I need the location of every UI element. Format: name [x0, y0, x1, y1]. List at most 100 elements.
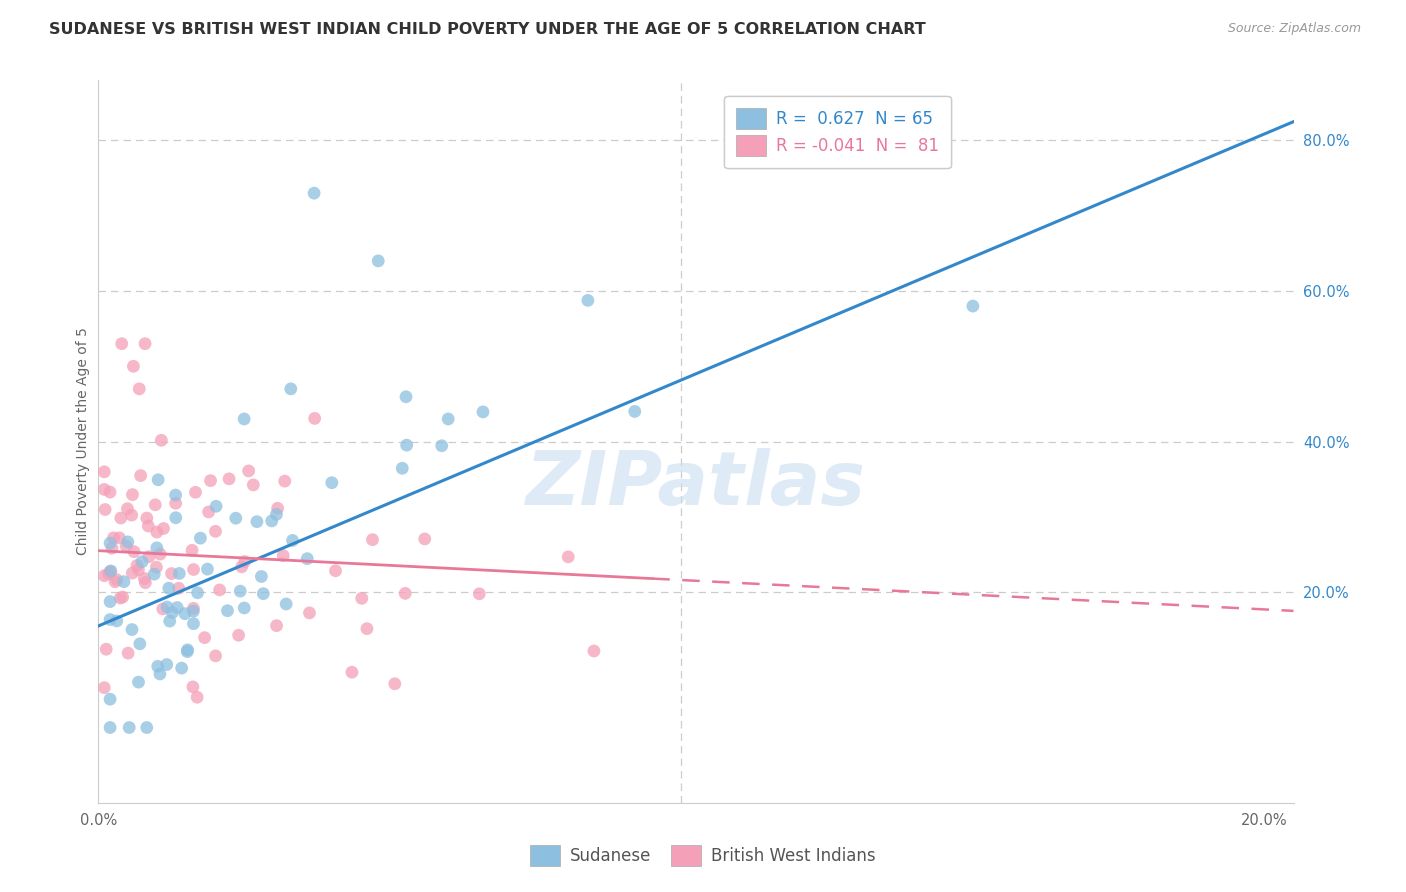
Point	[96, 642, 118, 657]
Point	[231, 559, 253, 574]
Point	[200, 474, 222, 488]
Point	[183, 616, 205, 631]
Point	[266, 508, 288, 522]
Point	[204, 648, 226, 663]
Point	[110, 591, 132, 605]
Point	[250, 569, 273, 583]
Point	[93, 483, 115, 497]
Point	[117, 646, 139, 660]
Point	[108, 531, 131, 545]
Point	[271, 549, 294, 563]
Point	[93, 568, 115, 582]
Point	[128, 675, 150, 690]
Point	[176, 644, 198, 658]
Point	[266, 501, 288, 516]
Point	[159, 614, 181, 628]
Point	[143, 498, 166, 512]
Point	[128, 637, 150, 651]
Point	[962, 299, 984, 313]
Point	[304, 411, 326, 425]
Point	[340, 665, 363, 680]
Point	[100, 564, 122, 578]
Point	[183, 601, 205, 615]
Point	[218, 472, 240, 486]
Point	[110, 511, 132, 525]
Point	[118, 721, 141, 735]
Point	[122, 359, 145, 374]
Point	[394, 586, 416, 600]
Point	[186, 690, 208, 705]
Point	[127, 563, 149, 577]
Point	[183, 604, 205, 618]
Point	[468, 587, 491, 601]
Point	[225, 511, 247, 525]
Point	[437, 412, 460, 426]
Point	[98, 594, 121, 608]
Point	[165, 510, 187, 524]
Point	[160, 566, 183, 581]
Point	[246, 515, 269, 529]
Point	[111, 590, 134, 604]
Point	[111, 336, 134, 351]
Point	[472, 405, 495, 419]
Point	[103, 531, 125, 545]
Point	[135, 721, 157, 735]
Point	[128, 382, 150, 396]
Point	[146, 525, 169, 540]
Point	[157, 581, 180, 595]
Point	[166, 600, 188, 615]
Point	[184, 485, 207, 500]
Point	[208, 582, 231, 597]
Point	[117, 501, 139, 516]
Point	[146, 659, 169, 673]
Point	[252, 587, 274, 601]
Text: Source: ZipAtlas.com: Source: ZipAtlas.com	[1227, 22, 1361, 36]
Point	[176, 643, 198, 657]
Point	[276, 597, 298, 611]
Point	[115, 539, 138, 553]
Point	[97, 566, 120, 581]
Point	[117, 534, 139, 549]
Point	[228, 628, 250, 642]
Point	[266, 618, 288, 632]
Point	[274, 474, 297, 488]
Point	[98, 721, 121, 735]
Point	[350, 591, 373, 606]
Point	[138, 549, 160, 564]
Point	[174, 607, 197, 621]
Point	[297, 551, 319, 566]
Point	[190, 531, 212, 545]
Point	[395, 438, 418, 452]
Point	[280, 382, 302, 396]
Point	[229, 584, 252, 599]
Point	[233, 555, 256, 569]
Point	[121, 487, 143, 501]
Point	[98, 565, 121, 579]
Point	[281, 533, 304, 548]
Point	[125, 558, 148, 573]
Legend: Sudanese, British West Indians: Sudanese, British West Indians	[522, 837, 884, 875]
Point	[134, 572, 156, 586]
Point	[101, 541, 124, 556]
Point	[325, 564, 347, 578]
Point	[98, 613, 121, 627]
Point	[93, 465, 115, 479]
Point	[150, 434, 173, 448]
Point	[156, 600, 179, 615]
Y-axis label: Child Poverty Under the Age of 5: Child Poverty Under the Age of 5	[76, 327, 90, 556]
Point	[233, 412, 256, 426]
Point	[298, 606, 321, 620]
Legend: R =  0.627  N = 65, R = -0.041  N =  81: R = 0.627 N = 65, R = -0.041 N = 81	[724, 95, 950, 168]
Point	[134, 575, 156, 590]
Point	[356, 622, 378, 636]
Point	[134, 336, 156, 351]
Point	[146, 473, 169, 487]
Point	[98, 692, 121, 706]
Point	[391, 461, 413, 475]
Point	[146, 541, 169, 555]
Point	[197, 562, 219, 576]
Point	[156, 657, 179, 672]
Point	[321, 475, 343, 490]
Point	[94, 502, 117, 516]
Point	[233, 601, 256, 615]
